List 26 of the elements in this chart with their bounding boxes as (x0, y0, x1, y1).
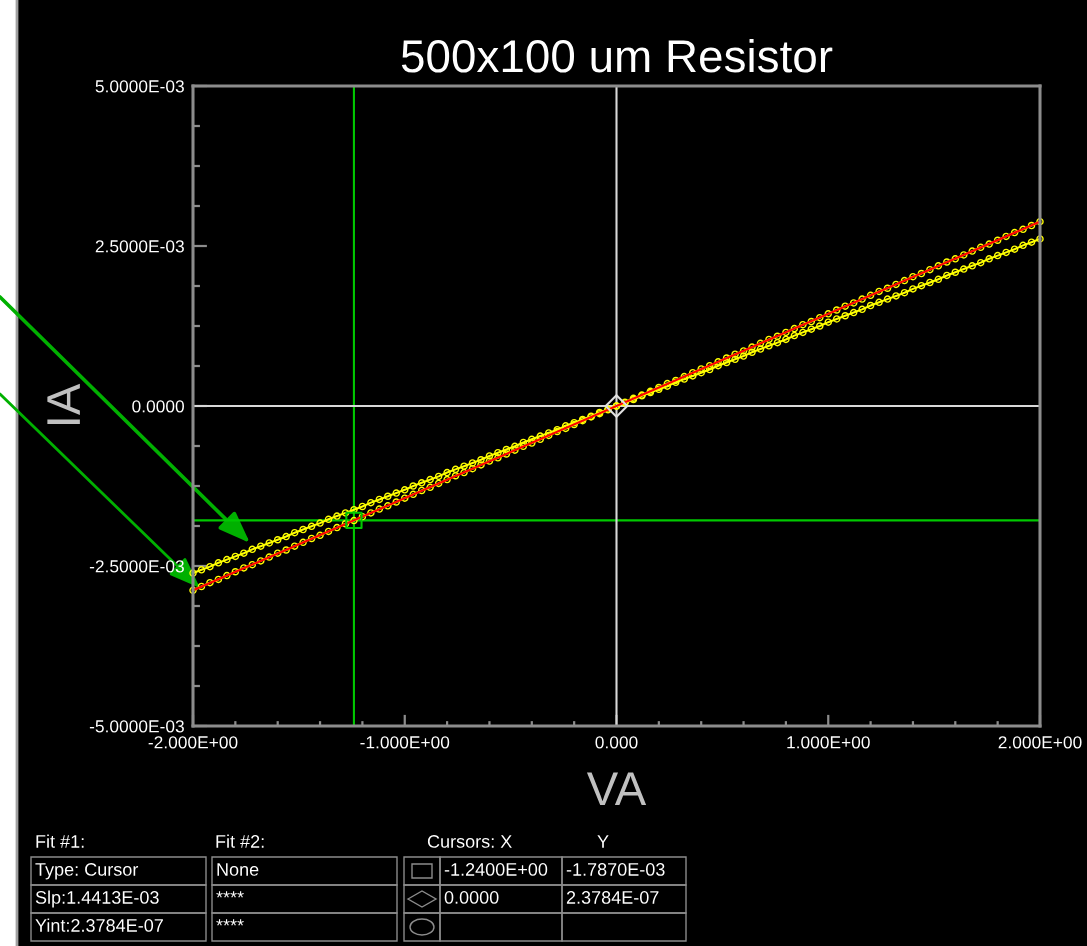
text: 0.0000 (444, 891, 499, 904)
text: -1.7870E-03 (566, 863, 665, 876)
text: Cursors: X (427, 835, 512, 848)
x-tick-label: -1.000E+00 (360, 736, 450, 749)
y-tick-label: 5.0000E-03 (95, 80, 184, 93)
text: Yint:2.3784E-07 (35, 918, 163, 932)
y-tick-label: -5.0000E-03 (89, 720, 184, 733)
chart-title: 500x100 um Resistor (401, 38, 833, 73)
y-axis-title: IA (47, 383, 80, 424)
text: **** (216, 919, 244, 926)
text: Y (597, 835, 609, 848)
y-tick-label: 0.0000 (132, 400, 184, 413)
text: Fit #2: (216, 834, 264, 848)
text: -1.2400E+00 (444, 863, 548, 876)
text: 2.3784E-07 (566, 891, 659, 904)
x-tick-label: 1.000E+00 (787, 736, 870, 749)
x-axis-title: VA (586, 772, 647, 806)
text: Fit #1: (36, 834, 84, 848)
x-tick-label: 2.000E+00 (998, 736, 1082, 749)
x-tick-label: 0.000 (595, 736, 638, 749)
text: Slp:1.4413E-03 (35, 890, 159, 908)
text: **** (216, 891, 244, 898)
x-tick-label: -2.000E+00 (148, 736, 238, 749)
text: None (217, 863, 259, 876)
y-tick-label: 2.5000E-03 (95, 240, 184, 253)
text: Type: Cursor (35, 863, 139, 880)
